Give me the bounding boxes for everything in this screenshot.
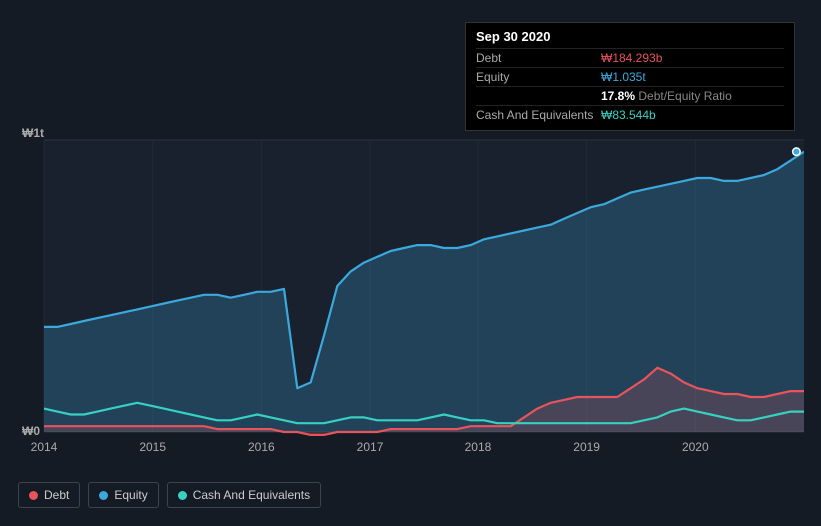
x-axis-labels: 2014201520162017201820192020: [44, 440, 821, 460]
tooltip-row-label: [476, 89, 601, 103]
legend-swatch-icon: [178, 491, 187, 500]
legend-label: Equity: [114, 488, 147, 502]
chart-legend: Debt Equity Cash And Equivalents: [18, 482, 321, 508]
chart-tooltip: Sep 30 2020 Debt₩184.293bEquity₩1.035t17…: [465, 22, 795, 131]
financial-chart: ₩1t₩0 2014201520162017201820192020 DebtE…: [0, 0, 821, 526]
tooltip-row-value: ₩184.293b: [601, 51, 784, 65]
x-tick-label: 2015: [139, 440, 166, 454]
tooltip-row-value: ₩1.035t: [601, 70, 784, 84]
tooltip-row-value: ₩83.544b: [601, 108, 784, 122]
tooltip-row: Debt₩184.293b: [476, 48, 784, 67]
x-tick-label: 2016: [248, 440, 275, 454]
tooltip-row-label: Equity: [476, 70, 601, 84]
tooltip-row: Equity₩1.035t: [476, 67, 784, 86]
x-tick-label: 2017: [357, 440, 384, 454]
x-tick-label: 2020: [682, 440, 709, 454]
tooltip-row-label: Debt: [476, 51, 601, 65]
x-tick-label: 2019: [573, 440, 600, 454]
x-tick-label: 2014: [31, 440, 58, 454]
tooltip-row-value: 17.8% Debt/Equity Ratio: [601, 89, 784, 103]
legend-item-cash[interactable]: Cash And Equivalents: [167, 482, 321, 508]
tooltip-row: Cash And Equivalents₩83.544b: [476, 105, 784, 124]
tooltip-date: Sep 30 2020: [476, 29, 784, 44]
tooltip-row-label: Cash And Equivalents: [476, 108, 601, 122]
x-tick-label: 2018: [465, 440, 492, 454]
legend-label: Debt: [44, 488, 69, 502]
legend-item-debt[interactable]: Debt: [18, 482, 80, 508]
legend-swatch-icon: [99, 491, 108, 500]
tooltip-row: 17.8% Debt/Equity Ratio: [476, 86, 784, 105]
legend-label: Cash And Equivalents: [193, 488, 310, 502]
legend-swatch-icon: [29, 491, 38, 500]
legend-item-equity[interactable]: Equity: [88, 482, 158, 508]
